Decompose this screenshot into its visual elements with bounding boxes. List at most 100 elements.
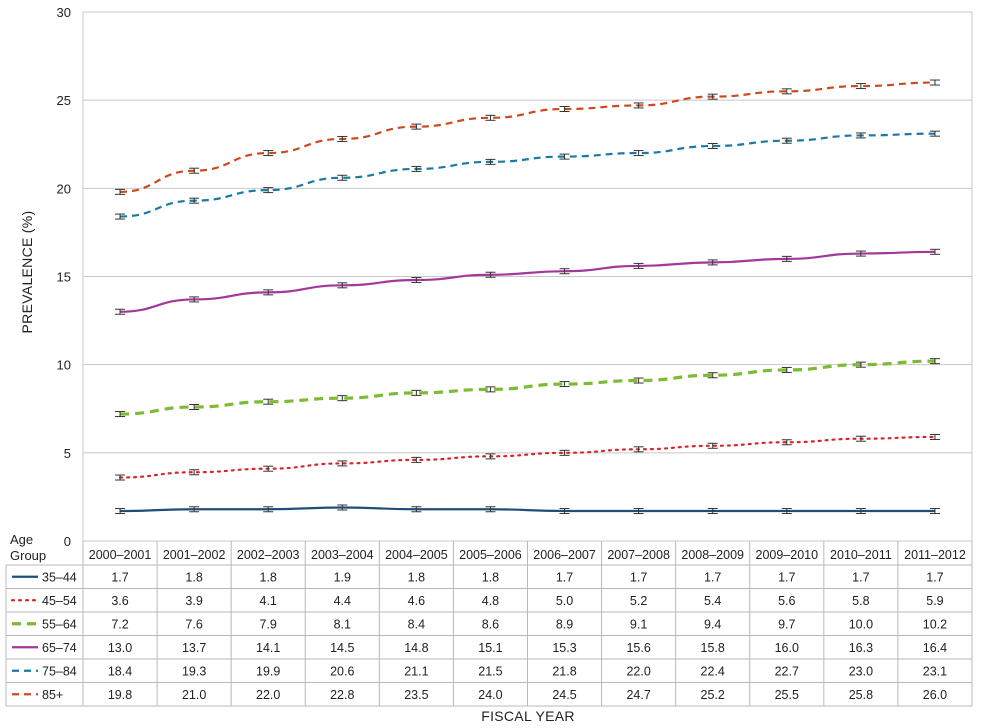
data-label: 24.5 bbox=[552, 688, 576, 702]
data-point bbox=[485, 506, 496, 513]
data-point bbox=[633, 377, 644, 384]
data-label: 21.0 bbox=[182, 688, 206, 702]
data-point bbox=[189, 469, 200, 476]
data-point bbox=[189, 506, 200, 513]
series-65–74 bbox=[115, 248, 940, 315]
data-label: 8.9 bbox=[556, 617, 573, 631]
data-label: 14.1 bbox=[256, 641, 280, 655]
data-point bbox=[337, 460, 348, 467]
data-point bbox=[263, 398, 274, 405]
data-point bbox=[781, 366, 792, 373]
data-point bbox=[115, 213, 126, 220]
data-point bbox=[559, 508, 570, 515]
data-point bbox=[115, 188, 126, 195]
data-label: 5.0 bbox=[556, 594, 573, 608]
data-label: 4.8 bbox=[482, 594, 499, 608]
series-line bbox=[120, 359, 935, 416]
data-point bbox=[855, 132, 866, 139]
data-label: 1.9 bbox=[334, 570, 351, 584]
data-label: 5.4 bbox=[704, 594, 721, 608]
data-point bbox=[707, 259, 718, 266]
series-line bbox=[120, 132, 935, 218]
data-label: 1.8 bbox=[185, 570, 202, 584]
data-label: 8.1 bbox=[334, 617, 351, 631]
data-point bbox=[559, 381, 570, 388]
data-point bbox=[855, 250, 866, 257]
data-label: 5.2 bbox=[630, 594, 647, 608]
x-tick-label: 2011–2012 bbox=[904, 548, 966, 562]
data-point bbox=[263, 187, 274, 194]
legend-label: 65–74 bbox=[42, 641, 77, 655]
data-label: 18.4 bbox=[108, 664, 132, 678]
data-point bbox=[337, 135, 348, 142]
data-point bbox=[633, 446, 644, 453]
x-tick-label: 2008–2009 bbox=[681, 548, 744, 562]
data-label: 21.8 bbox=[552, 664, 576, 678]
legend-label: 75–84 bbox=[42, 664, 77, 678]
table-header-group: Group bbox=[10, 548, 46, 563]
data-point bbox=[115, 474, 126, 481]
series-35–44 bbox=[115, 504, 940, 515]
data-point bbox=[411, 506, 422, 513]
data-point bbox=[559, 105, 570, 112]
data-point bbox=[485, 158, 496, 165]
data-point bbox=[337, 395, 348, 402]
data-label: 1.8 bbox=[260, 570, 277, 584]
data-label: 9.4 bbox=[704, 617, 721, 631]
data-point bbox=[707, 143, 718, 150]
legend-label: 35–44 bbox=[42, 570, 77, 584]
x-tick-label: 2002–2003 bbox=[237, 548, 300, 562]
data-point bbox=[263, 150, 274, 157]
data-label: 15.3 bbox=[552, 641, 576, 655]
data-label: 10.0 bbox=[849, 617, 873, 631]
data-label: 14.8 bbox=[404, 641, 428, 655]
data-label: 1.7 bbox=[111, 570, 128, 584]
data-label: 1.7 bbox=[852, 570, 869, 584]
data-label: 13.7 bbox=[182, 641, 206, 655]
data-point bbox=[929, 79, 940, 86]
data-point bbox=[781, 439, 792, 446]
data-label: 23.0 bbox=[849, 664, 873, 678]
data-point bbox=[707, 508, 718, 515]
data-label: 25.8 bbox=[849, 688, 873, 702]
table-header-age: Age bbox=[10, 532, 33, 547]
legend-label: 55–64 bbox=[42, 617, 77, 631]
data-label: 5.6 bbox=[778, 594, 795, 608]
data-point bbox=[263, 289, 274, 296]
data-label: 16.4 bbox=[923, 641, 947, 655]
data-label: 25.2 bbox=[701, 688, 725, 702]
data-label: 23.1 bbox=[923, 664, 947, 678]
data-point bbox=[115, 308, 126, 315]
y-tick-label: 20 bbox=[57, 181, 71, 196]
data-point bbox=[633, 262, 644, 269]
data-point bbox=[929, 508, 940, 515]
y-axis-ticks: 0 5 10 15 20 25 30 bbox=[57, 5, 71, 549]
series-lines bbox=[115, 79, 940, 515]
data-point bbox=[633, 102, 644, 109]
data-label: 21.5 bbox=[478, 664, 502, 678]
data-point bbox=[929, 248, 940, 255]
series-line bbox=[120, 81, 935, 193]
y-axis-label: PREVALENCE (%) bbox=[19, 211, 35, 334]
data-label: 1.7 bbox=[704, 570, 721, 584]
data-point bbox=[189, 197, 200, 204]
data-point bbox=[929, 433, 940, 440]
data-label: 14.5 bbox=[330, 641, 354, 655]
data-label: 3.9 bbox=[185, 594, 202, 608]
data-label: 25.5 bbox=[775, 688, 799, 702]
data-point bbox=[263, 506, 274, 513]
data-point bbox=[929, 358, 940, 365]
series-line bbox=[120, 506, 935, 513]
data-label: 24.7 bbox=[626, 688, 650, 702]
data-label: 1.7 bbox=[778, 570, 795, 584]
x-tick-label: 2001–2002 bbox=[163, 548, 226, 562]
data-point bbox=[855, 435, 866, 442]
data-label: 7.2 bbox=[111, 617, 128, 631]
data-label: 5.9 bbox=[926, 594, 943, 608]
x-tick-label: 2003–2004 bbox=[311, 548, 374, 562]
x-tick-label: 2009–2010 bbox=[756, 548, 819, 562]
y-tick-label: 5 bbox=[64, 446, 71, 461]
data-label: 22.8 bbox=[330, 688, 354, 702]
x-axis-label: FISCAL YEAR bbox=[481, 708, 575, 724]
data-label: 26.0 bbox=[923, 688, 947, 702]
